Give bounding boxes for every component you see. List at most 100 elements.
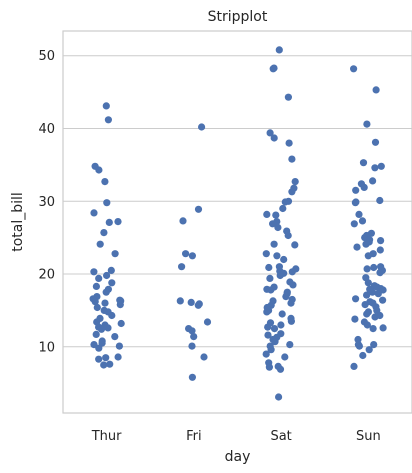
data-point-sat bbox=[284, 231, 292, 240]
data-point-sun bbox=[372, 86, 380, 94]
data-point-fri bbox=[188, 342, 196, 350]
data-point-sun bbox=[370, 263, 378, 272]
data-point-thur bbox=[111, 333, 119, 341]
data-point-sun bbox=[358, 217, 367, 225]
data-point-fri bbox=[194, 205, 203, 213]
data-point-thur bbox=[105, 218, 113, 226]
data-point-sun bbox=[355, 342, 363, 350]
data-point-sun bbox=[363, 265, 371, 273]
data-point-fri bbox=[198, 123, 206, 131]
data-point-sun bbox=[352, 295, 360, 303]
data-point-sun bbox=[363, 321, 371, 329]
data-point-sun bbox=[364, 279, 372, 287]
data-point-sat bbox=[271, 338, 279, 346]
data-point-sun bbox=[362, 240, 370, 248]
chart-title: Stripplot bbox=[208, 9, 268, 25]
data-point-thur bbox=[100, 229, 108, 237]
data-point-sat bbox=[275, 46, 283, 54]
data-point-sat bbox=[276, 365, 285, 373]
data-point-sat bbox=[287, 299, 295, 307]
data-point-sat bbox=[280, 255, 288, 264]
data-point-sat bbox=[269, 65, 277, 73]
grid-lines bbox=[63, 55, 412, 348]
data-point-sat bbox=[276, 271, 284, 280]
data-point-sat bbox=[285, 139, 293, 147]
y-axis-label: total_bill bbox=[10, 192, 26, 252]
data-point-thur bbox=[95, 166, 103, 174]
data-point-sat bbox=[265, 263, 273, 272]
data-point-thur bbox=[107, 266, 115, 274]
data-point-thur bbox=[101, 178, 109, 186]
data-point-fri bbox=[203, 318, 212, 326]
data-point-sun bbox=[350, 362, 358, 370]
x-tick-label-thur: Thur bbox=[91, 429, 122, 444]
data-point-thur bbox=[102, 354, 110, 362]
data-point-fri bbox=[179, 217, 187, 225]
data-point-thur bbox=[91, 298, 99, 306]
data-point-sun bbox=[368, 288, 376, 296]
data-point-thur bbox=[114, 353, 122, 361]
data-point-sat bbox=[289, 281, 297, 289]
data-point-sat bbox=[284, 93, 292, 101]
data-point-sat bbox=[270, 240, 278, 248]
data-point-sat bbox=[267, 286, 275, 294]
data-point-thur bbox=[92, 282, 100, 290]
y-tick-label: 40 bbox=[38, 122, 55, 137]
data-point-sun bbox=[359, 351, 367, 360]
data-point-sat bbox=[277, 321, 285, 329]
data-point-sat bbox=[279, 204, 287, 213]
data-point-sun bbox=[376, 196, 384, 205]
data-point-sun bbox=[369, 325, 377, 333]
data-point-sat bbox=[267, 346, 275, 354]
data-point-sun bbox=[364, 252, 372, 260]
data-point-sat bbox=[281, 353, 289, 361]
data-point-sat bbox=[288, 188, 296, 196]
data-point-thur bbox=[95, 355, 103, 363]
data-point-sun bbox=[370, 341, 378, 349]
data-point-sun bbox=[363, 120, 371, 128]
data-point-sat bbox=[282, 293, 290, 301]
data-point-fri bbox=[188, 373, 196, 381]
data-point-sun bbox=[379, 296, 387, 304]
data-point-sun bbox=[376, 269, 384, 277]
data-point-sat bbox=[272, 211, 280, 219]
data-point-thur bbox=[95, 274, 103, 282]
data-point-thur bbox=[93, 303, 101, 312]
data-point-fri bbox=[188, 252, 196, 260]
data-point-thur bbox=[90, 268, 98, 276]
data-point-sun bbox=[363, 291, 371, 299]
data-point-thur bbox=[102, 288, 110, 296]
data-point-sat bbox=[281, 198, 289, 206]
data-point-thur bbox=[104, 324, 112, 332]
data-point-fri bbox=[182, 250, 190, 258]
data-point-thur bbox=[92, 330, 100, 338]
data-point-fri bbox=[194, 301, 202, 309]
data-point-sun bbox=[360, 183, 368, 191]
data-point-sun bbox=[379, 324, 387, 332]
data-point-sat bbox=[265, 363, 273, 371]
data-point-sat bbox=[273, 252, 281, 260]
data-point-sun bbox=[361, 301, 369, 309]
data-point-fri bbox=[178, 263, 186, 271]
data-point-sat bbox=[266, 274, 274, 282]
data-point-sat bbox=[274, 223, 282, 232]
data-point-sun bbox=[352, 186, 360, 194]
x-tick-label-fri: Fri bbox=[186, 429, 202, 444]
data-point-sun bbox=[351, 199, 359, 207]
data-point-fri bbox=[176, 297, 184, 305]
data-point-thur bbox=[117, 319, 125, 328]
data-point-sun bbox=[363, 310, 371, 318]
data-point-thur bbox=[95, 344, 103, 352]
data-point-sat bbox=[270, 134, 278, 142]
data-point-sat bbox=[266, 129, 274, 137]
x-tick-label-sat: Sat bbox=[270, 429, 291, 444]
data-point-sat bbox=[270, 325, 279, 333]
data-point-thur bbox=[114, 218, 122, 226]
data-point-thur bbox=[103, 199, 111, 207]
data-point-thur bbox=[116, 301, 124, 309]
data-point-sat bbox=[286, 341, 294, 349]
data-point-sun bbox=[359, 159, 368, 167]
data-point-thur bbox=[115, 342, 123, 350]
x-tick-labels: Thur Fri Sat Sun bbox=[91, 429, 381, 444]
